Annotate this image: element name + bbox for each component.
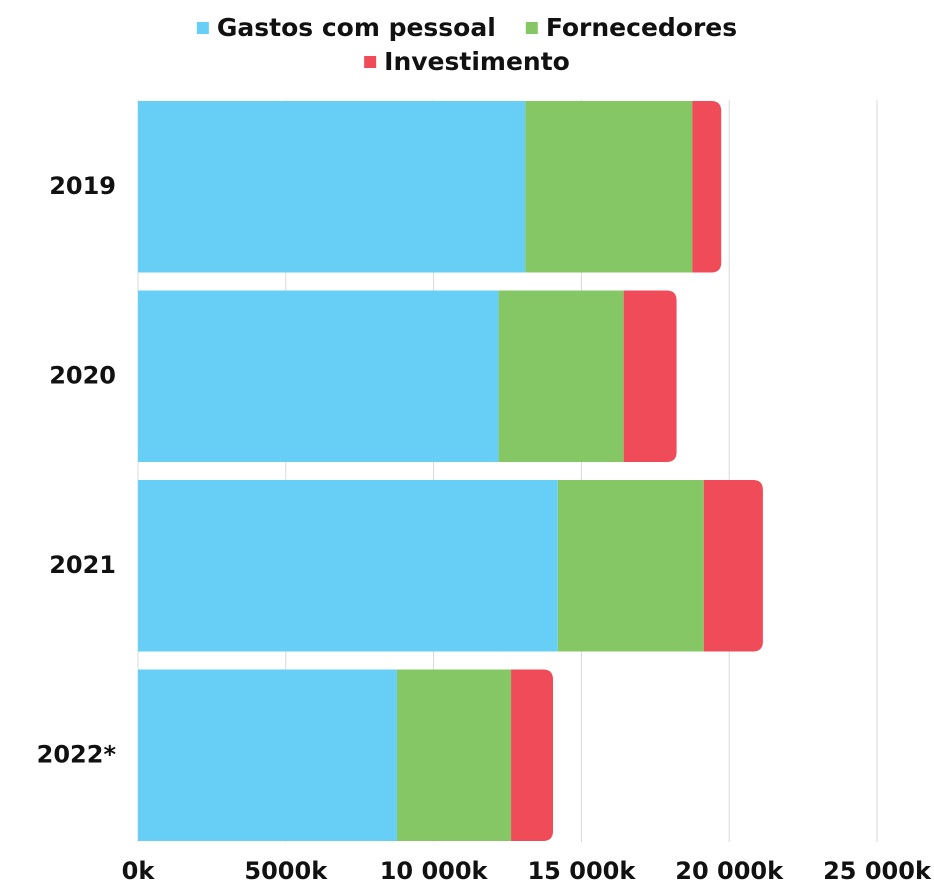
bar-segment [525, 101, 693, 273]
x-tick-label: 10 000k [380, 857, 489, 885]
bar-segment [138, 290, 499, 462]
bar-segment [396, 669, 512, 841]
x-tick-label: 0k [122, 857, 156, 885]
y-tick-label: 2021 [49, 551, 116, 579]
bar-segment [557, 480, 704, 652]
y-tick-label: 2020 [49, 361, 116, 389]
x-tick-label: 15 000k [527, 857, 636, 885]
bar-segment [138, 101, 526, 273]
bar-segment [692, 101, 722, 273]
bar-segment [498, 290, 624, 462]
x-tick-label: 20 000k [675, 857, 784, 885]
y-tick-label: 2019 [49, 172, 116, 200]
x-tick-label: 25 000k [823, 857, 932, 885]
legend-swatch [364, 56, 377, 68]
bar-segment [703, 480, 763, 652]
legend-swatch [196, 22, 209, 34]
bar-segment [511, 669, 554, 841]
legend-swatch [525, 22, 538, 34]
legend-label: Fornecedores [546, 13, 737, 42]
bar-segment [138, 480, 558, 652]
legend-label: Gastos com pessoal [217, 13, 496, 42]
bar-segment [138, 669, 397, 841]
legend-label: Investimento [384, 47, 570, 76]
bar-segment [623, 290, 677, 462]
x-tick-label: 5000k [244, 857, 328, 885]
y-tick-label: 2022* [37, 740, 117, 768]
